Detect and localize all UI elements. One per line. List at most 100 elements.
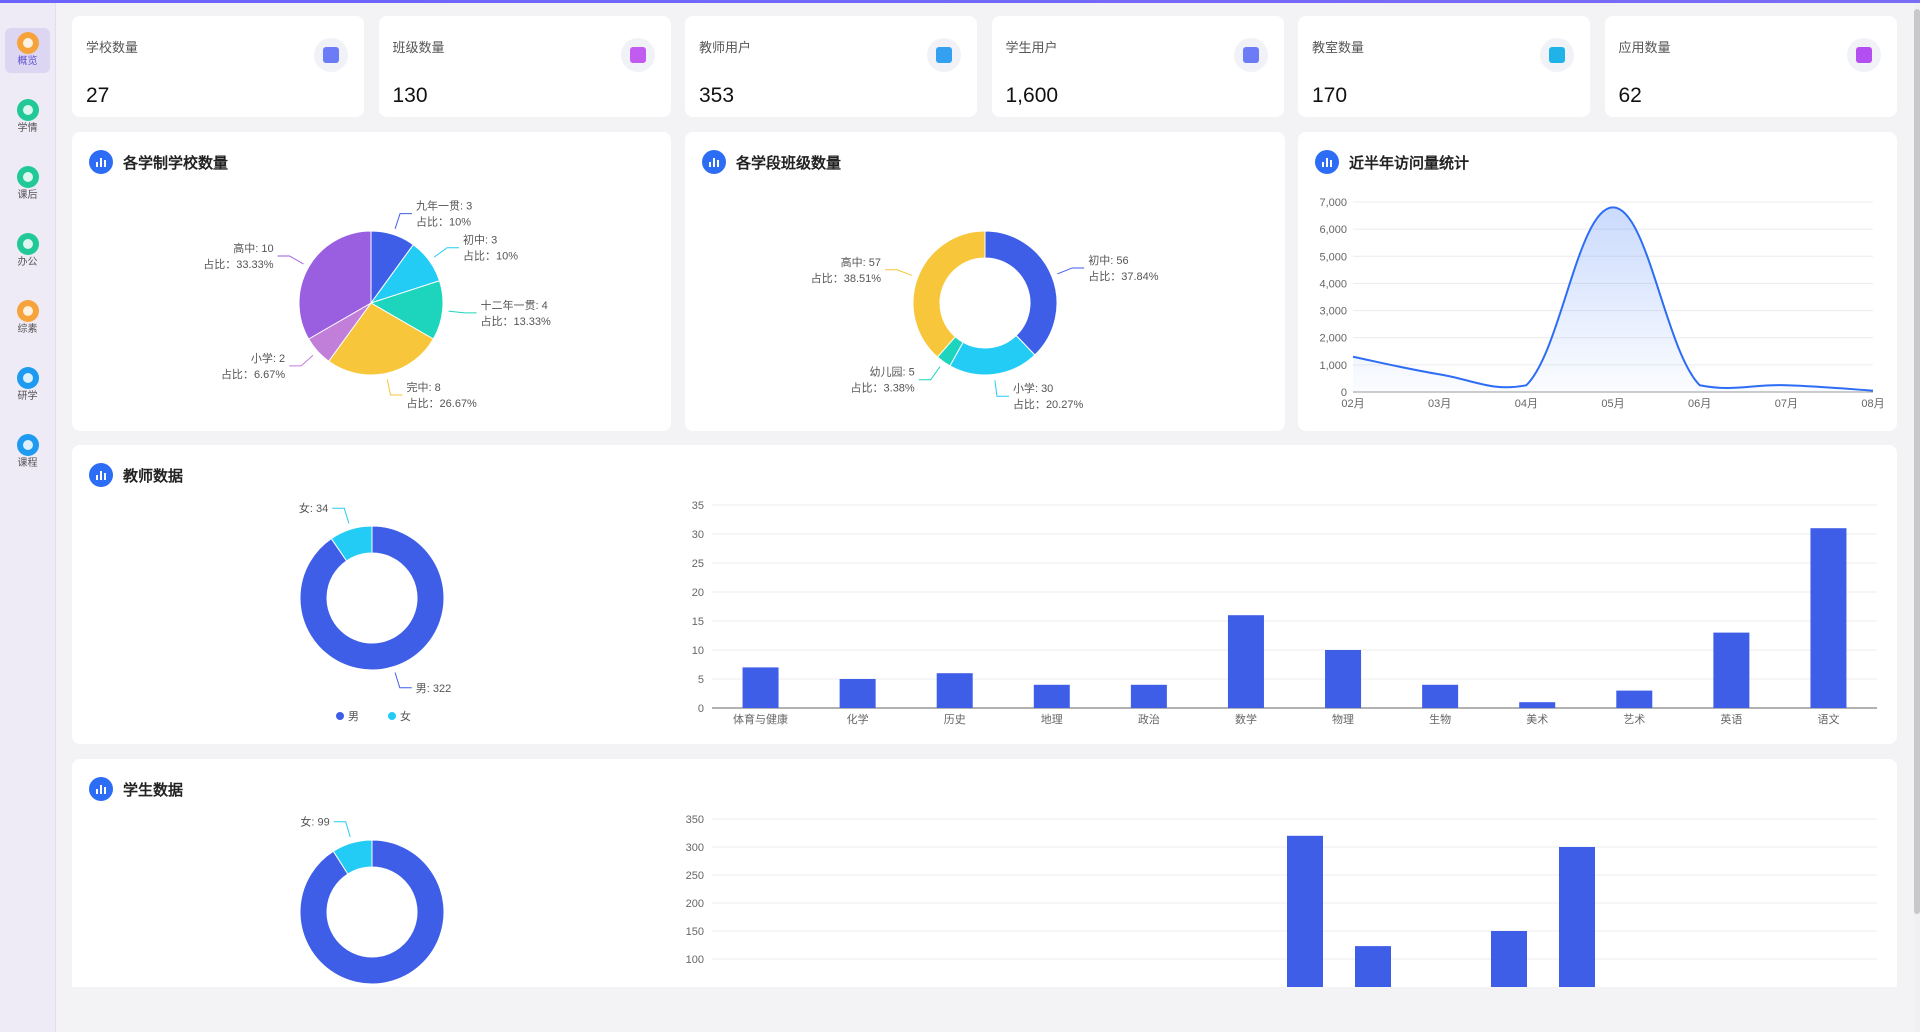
pie-slice[interactable] — [949, 334, 1036, 376]
icon-glyph — [323, 47, 339, 63]
slice-label: 十二年一贯: 4 — [480, 298, 547, 312]
sidebar-item-1[interactable]: 学情 — [5, 95, 50, 140]
panel-header: 各学制学校数量 — [89, 150, 228, 174]
sidebar-item-label: 办公 — [17, 257, 38, 268]
panel-header: 近半年访问量统计 — [1315, 150, 1469, 174]
legend-marker[interactable] — [336, 712, 344, 720]
stat-card: 班级数量 130 — [378, 16, 671, 117]
bar[interactable] — [1519, 702, 1556, 708]
pie-slice[interactable] — [369, 280, 444, 340]
slice-value: 34 — [316, 503, 328, 515]
panel-title: 各学段班级数量 — [736, 154, 842, 172]
sidebar-item-3[interactable]: 办公 — [5, 229, 50, 274]
pie-slice[interactable] — [912, 230, 986, 358]
stat-card: 应用数量 62 — [1604, 16, 1897, 117]
label-leader-line — [394, 672, 412, 689]
bar[interactable] — [839, 679, 876, 708]
sidebar-item-6[interactable]: 课程 — [5, 430, 50, 475]
sidebar-item-label: 综素 — [17, 324, 38, 335]
stat-title: 教室数量 — [1312, 40, 1365, 55]
y-tick-label: 300 — [686, 842, 704, 854]
label-leader-line — [994, 380, 1009, 397]
stat-value: 353 — [699, 84, 735, 107]
pie-slice[interactable] — [327, 302, 435, 376]
x-tick-label: 艺术 — [1623, 713, 1645, 726]
bar[interactable] — [936, 673, 973, 708]
label-separator: : — [485, 235, 491, 247]
slice-label: 男: 322 — [416, 683, 451, 695]
bar[interactable] — [1355, 946, 1391, 987]
label-separator: : — [863, 257, 869, 269]
label-separator: : — [535, 300, 541, 312]
pie-slice[interactable] — [984, 230, 1058, 356]
slice-value: 322 — [433, 683, 451, 695]
stat-value: 27 — [86, 84, 110, 107]
x-tick-label: 07月 — [1775, 398, 1798, 410]
stat-value: 62 — [1618, 84, 1642, 107]
sidebar-item-2[interactable]: 课后 — [5, 162, 50, 207]
series-line[interactable] — [1352, 206, 1874, 392]
bar[interactable] — [1810, 528, 1847, 708]
label-separator: : — [310, 503, 316, 515]
y-tick-label: 10 — [692, 645, 704, 657]
stat-value: 1,600 — [1005, 84, 1059, 107]
app-icon — [1846, 38, 1881, 72]
pie-slice[interactable] — [299, 839, 445, 985]
bar[interactable] — [1227, 615, 1264, 708]
slice-label: 高中: 10 — [233, 241, 273, 255]
stat-title: 学校数量 — [86, 40, 139, 55]
x-tick-label: 美术 — [1526, 713, 1548, 726]
bar[interactable] — [1422, 684, 1459, 708]
sidebar-item-4[interactable]: 综素 — [5, 296, 50, 341]
nav-item-icon — [16, 233, 39, 255]
legend-marker[interactable] — [388, 712, 396, 720]
icon-glyph — [936, 47, 952, 63]
scrollbar-thumb[interactable] — [1914, 9, 1920, 914]
chart-icon — [89, 150, 113, 174]
bar[interactable] — [1616, 690, 1653, 708]
bar[interactable] — [742, 667, 779, 708]
label-leader-line — [433, 247, 460, 258]
sidebar: 概览学情课后办公综素研学课程 — [0, 3, 56, 1032]
bar[interactable] — [1287, 835, 1323, 987]
scrollbar-track[interactable] — [1914, 3, 1920, 1032]
nav-item-icon — [16, 434, 39, 456]
bar[interactable] — [1325, 650, 1362, 708]
pct-prefix: 占比： — [480, 314, 513, 328]
slice-value: 8 — [435, 382, 441, 394]
pct-value: 20.27% — [1046, 399, 1084, 411]
pie-slice[interactable] — [298, 230, 372, 340]
stat-title: 教师用户 — [699, 40, 752, 55]
y-tick-label: 200 — [686, 898, 704, 910]
x-tick-label: 04月 — [1515, 398, 1538, 410]
pct-value: 13.33% — [513, 316, 551, 328]
slice-pct: 占比：6.67% — [221, 367, 285, 381]
area-fill — [1353, 207, 1873, 392]
slice-name: 初中 — [463, 233, 485, 247]
sidebar-item-5[interactable]: 研学 — [5, 363, 50, 408]
label-separator: : — [255, 243, 261, 255]
label-separator: : — [902, 367, 908, 379]
label-leader-line — [448, 310, 477, 314]
slice-label: 女: 99 — [300, 815, 329, 829]
label-separator: : — [460, 201, 466, 213]
slice-name: 女 — [300, 815, 311, 829]
label-leader-line — [394, 213, 413, 229]
x-tick-label: 数学 — [1235, 712, 1257, 726]
bar[interactable] — [1491, 931, 1527, 987]
y-tick-label: 250 — [686, 870, 704, 882]
bar[interactable] — [1713, 632, 1750, 708]
pie-slice[interactable] — [330, 525, 373, 562]
stat-card: 学校数量 27 — [72, 16, 364, 117]
pie-slice[interactable] — [332, 839, 373, 875]
bar[interactable] — [1130, 684, 1167, 708]
school-icon — [314, 38, 348, 72]
slice-value: 3 — [466, 201, 472, 213]
sidebar-item-0[interactable]: 概览 — [5, 28, 50, 73]
label-leader-line — [332, 507, 350, 524]
y-tick-label: 15 — [692, 616, 704, 628]
bar[interactable] — [1033, 684, 1070, 708]
pie-slice[interactable] — [299, 525, 445, 671]
bar[interactable] — [1559, 847, 1595, 987]
